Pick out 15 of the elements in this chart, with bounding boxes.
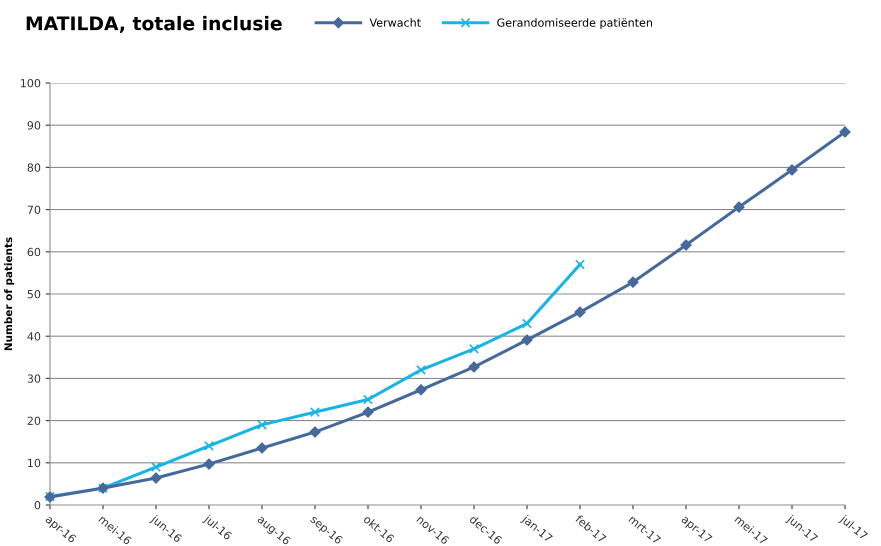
y-tick-label: 30: [28, 374, 40, 383]
y-tick-label: 0: [34, 500, 40, 510]
y-tick-label: 10: [28, 458, 40, 468]
y-tick-label: 70: [28, 206, 40, 214]
y-tick-label: 40: [27, 332, 40, 341]
y-tick-label: 50: [28, 290, 40, 298]
y-axis-title: Number of patients: [4, 237, 14, 350]
legend-label: Gerandomiseerde patiënten: [497, 18, 652, 29]
y-tick-label: 20: [28, 416, 40, 425]
y-tick-label: 90: [28, 121, 40, 130]
legend-label: Verwacht: [370, 18, 421, 27]
y-tick-label: 80: [28, 163, 40, 172]
y-tick-label: 100: [20, 78, 40, 88]
chart-title: MATILDA, totale inclusie: [26, 16, 282, 33]
y-tick-label: 60: [28, 248, 40, 256]
